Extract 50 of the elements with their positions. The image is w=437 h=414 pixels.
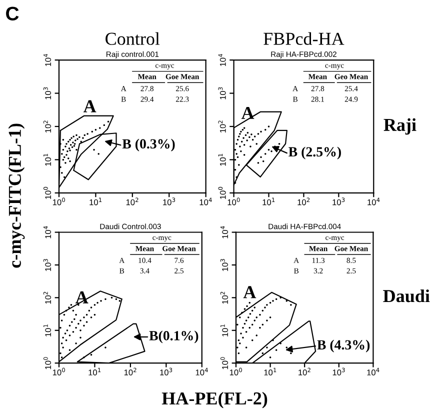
annotation: A bbox=[243, 286, 256, 298]
x-tick-label: 10$^{1}$ bbox=[90, 198, 102, 206]
x-tick-label: 10$^{0}$ bbox=[228, 198, 240, 206]
y-tick-label: 10$^{4}$ bbox=[44, 54, 52, 66]
x-tick-label: 10$^{2}$ bbox=[126, 198, 138, 206]
x-tick-label: 10$^{3}$ bbox=[160, 368, 172, 376]
y-tick-label: 10$^{1}$ bbox=[44, 154, 52, 166]
x-axis-title: HA-PE(FL-2) bbox=[162, 392, 268, 408]
x-tick-label: 10$^{2}$ bbox=[298, 368, 310, 376]
x-tick-label: 10$^{4}$ bbox=[200, 198, 212, 206]
y-tick-label: 10$^{2}$ bbox=[43, 120, 52, 133]
annotation: B (0.3%) bbox=[122, 138, 175, 152]
text: C bbox=[6, 6, 19, 20]
y-tick-label: 10$^{2}$ bbox=[218, 120, 226, 133]
x-tick-label: 10$^{4}$ bbox=[367, 368, 380, 376]
y-tick-label: 10$^{3}$ bbox=[220, 259, 228, 271]
annotation: A bbox=[83, 100, 96, 112]
x-tick-label: 10$^{0}$ bbox=[52, 198, 65, 206]
y-axis-title: c-myc-FITC(FL-1) bbox=[8, 124, 25, 268]
y-tick-label: 10$^{4}$ bbox=[44, 226, 52, 238]
x-tick-label: 10$^{1}$ bbox=[262, 198, 275, 206]
annotation: A bbox=[76, 291, 88, 304]
x-tick-label: 10$^{0}$ bbox=[52, 368, 65, 376]
x-tick-label: 10$^{2}$ bbox=[124, 368, 136, 376]
y-tick-label: 10$^{2}$ bbox=[220, 292, 228, 304]
y-tick-label: 10$^{1}$ bbox=[44, 324, 52, 336]
y-tick-label: 10$^{3}$ bbox=[43, 87, 52, 100]
annotation: B (2.5%) bbox=[288, 146, 341, 160]
text: Daudi bbox=[383, 289, 430, 302]
chart-title: FBPcd-HA bbox=[264, 32, 344, 45]
x-tick-label: 10$^{0}$ bbox=[230, 368, 242, 376]
x-tick-label: 10$^{3}$ bbox=[332, 368, 345, 376]
x-tick-label: 10$^{4}$ bbox=[368, 198, 380, 206]
x-tick-label: 10$^{2}$ bbox=[298, 198, 310, 206]
x-tick-label: 10$^{3}$ bbox=[163, 198, 176, 206]
text: Raji bbox=[384, 118, 416, 135]
y-tick-label: 10$^{2}$ bbox=[43, 292, 52, 304]
annotation: B(0.1%) bbox=[149, 330, 198, 344]
y-tick-label: 10$^{4}$ bbox=[218, 54, 226, 66]
x-tick-label: 10$^{1}$ bbox=[264, 368, 276, 376]
y-tick-label: 10$^{4}$ bbox=[220, 226, 228, 238]
x-tick-label: 10$^{4}$ bbox=[196, 368, 208, 376]
x-tick-label: 10$^{1}$ bbox=[88, 368, 101, 376]
y-tick-label: 10$^{1}$ bbox=[218, 154, 226, 166]
y-tick-label: 10$^{3}$ bbox=[43, 259, 52, 271]
x-tick-label: 10$^{3}$ bbox=[332, 198, 345, 206]
annotation: B (4.3%) bbox=[317, 340, 370, 352]
chart-title: Control bbox=[106, 32, 160, 45]
y-tick-label: 10$^{3}$ bbox=[218, 87, 226, 100]
y-tick-label: 10$^{1}$ bbox=[220, 324, 228, 336]
